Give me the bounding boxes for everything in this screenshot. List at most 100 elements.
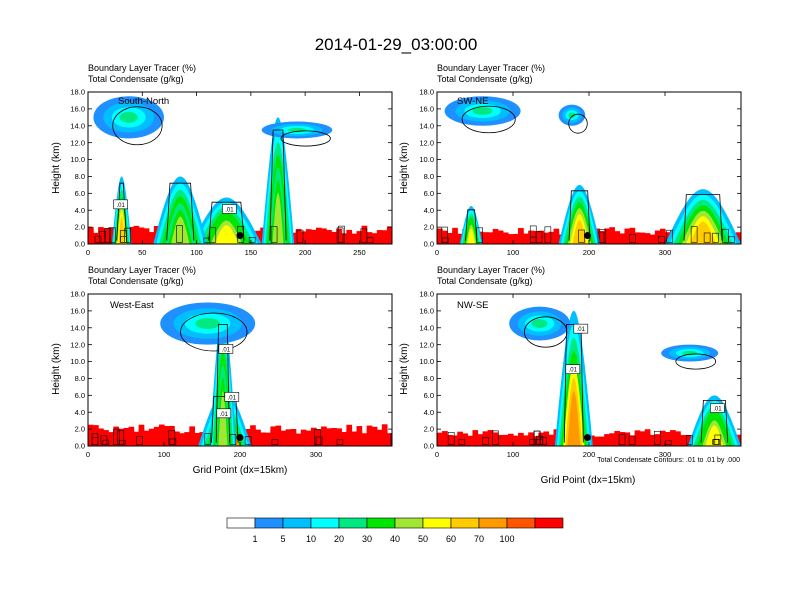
condensate-contour	[492, 430, 499, 445]
contour-label: .01	[116, 203, 125, 209]
surface-band-cell	[548, 231, 555, 244]
contour-label: .01	[222, 347, 231, 353]
surface-band-cell	[280, 430, 287, 446]
condensate-contour	[269, 129, 287, 241]
condensate-contour	[116, 182, 127, 241]
surface-band-cell	[310, 229, 317, 244]
y-tick-label: 2.0	[75, 425, 85, 434]
surface-band-cell	[639, 232, 646, 244]
surface-band-cell	[685, 434, 691, 446]
surface-band-cell	[492, 432, 499, 446]
surface-band-cell	[735, 232, 741, 244]
y-tick-label: 16.0	[70, 306, 85, 315]
surface-band-cell	[316, 429, 322, 446]
surface-band-cell	[143, 228, 150, 244]
surface-band-cell	[265, 432, 271, 446]
surface-band-cell	[295, 229, 302, 244]
y-tick-label: 14.0	[419, 121, 434, 130]
x-tick-label: 100	[507, 450, 520, 459]
condensate-contour	[714, 434, 722, 445]
condensate-contour	[658, 235, 665, 243]
surface-band-cell	[189, 426, 195, 446]
y-tick-label: 8.0	[424, 374, 434, 383]
condensate-contour	[476, 227, 483, 243]
surface-band-cell	[310, 427, 317, 446]
panel-title: Boundary Layer Tracer (%)	[437, 63, 545, 73]
contour-label: .01	[220, 412, 229, 418]
surface-band-cell	[538, 230, 544, 244]
surface-band-cell	[270, 426, 277, 446]
condensate-contour	[118, 440, 126, 445]
surface-band-cell	[351, 431, 358, 446]
surface-band-cell	[169, 425, 175, 446]
condensate-contour	[176, 225, 183, 243]
surface-band-cell	[462, 433, 468, 446]
y-tick-label: 4.0	[424, 408, 434, 417]
surface-band-cell	[128, 426, 135, 446]
colorbar-swatch	[282, 517, 312, 529]
condensate-contour	[675, 353, 717, 370]
contour-label: .01	[228, 395, 237, 401]
colorbar-swatch	[422, 517, 452, 529]
contour-label-box	[710, 403, 725, 413]
condensate-contour	[270, 226, 278, 243]
surface-band-cell	[290, 429, 297, 446]
condensate-contour	[338, 225, 345, 243]
contour-label-box	[565, 364, 581, 374]
condensate-contour	[700, 400, 729, 443]
y-tick-label: 18.0	[419, 290, 434, 299]
condensate-contour	[271, 439, 279, 445]
surface-band-cell	[487, 232, 494, 244]
surface-band-cell	[356, 426, 363, 446]
surface-band-cell	[98, 227, 104, 244]
x-axis-label: Grid Point (dx=15km)	[541, 475, 636, 486]
contour-label-box	[113, 199, 128, 210]
surface-band-cell	[133, 225, 140, 244]
surface-band-cell	[487, 430, 494, 446]
colorbar-swatch	[226, 517, 256, 529]
surface-band-cell	[300, 231, 307, 244]
surface-band-cell	[644, 429, 651, 446]
condensate-contour	[203, 237, 211, 243]
plot-2: .01 .01 .01 0.0 2.0 4.0 6.0 8.0 10.0 12.0 14.0 16.0…	[70, 290, 393, 459]
condensate-contour	[169, 438, 177, 445]
y-tick-label: 12.0	[70, 340, 85, 349]
surface-band-cell	[497, 230, 504, 244]
colorbar-swatch	[254, 517, 284, 529]
colorbar-swatch	[534, 517, 564, 529]
surface-band-cell	[316, 227, 322, 244]
surface-band-cell	[275, 425, 282, 446]
y-axis-label: Height (km)	[51, 142, 62, 194]
surface-band-cell	[437, 432, 443, 446]
colorbar-swatch	[366, 517, 396, 529]
y-tick-label: 10.0	[70, 155, 85, 164]
condensate-contour	[722, 228, 729, 243]
surface-band-cell	[609, 227, 615, 244]
surface-band-cell	[143, 430, 150, 446]
surface-band-cell	[326, 229, 332, 244]
surface-band-cell	[326, 428, 332, 446]
condensate-contour	[124, 227, 131, 243]
surface-band-cell	[452, 435, 458, 446]
contour-label-box	[216, 408, 232, 419]
plume-1	[214, 225, 239, 244]
surface-band-cell	[639, 431, 646, 446]
surface-band-cell	[108, 227, 114, 244]
location-marker	[236, 434, 244, 442]
condensate-contour	[208, 201, 245, 241]
condensate-contour	[703, 232, 711, 243]
condensate-contour	[336, 439, 344, 445]
y-axis-label: Height (km)	[399, 343, 410, 395]
y-tick-label: 14.0	[70, 323, 85, 332]
surface-band-cell	[513, 233, 519, 244]
surface-band-cell	[103, 228, 109, 244]
surface-band-cell	[123, 427, 130, 446]
surface-band-cell	[502, 232, 509, 244]
surface-band-cell	[492, 228, 499, 244]
surface-band-cell	[528, 432, 534, 446]
tracer-field	[88, 302, 392, 446]
surface-band-cell	[518, 432, 524, 446]
surface-band-cell	[482, 232, 489, 244]
y-tick-label: 0.0	[75, 442, 85, 451]
condensate-contour	[99, 231, 106, 243]
